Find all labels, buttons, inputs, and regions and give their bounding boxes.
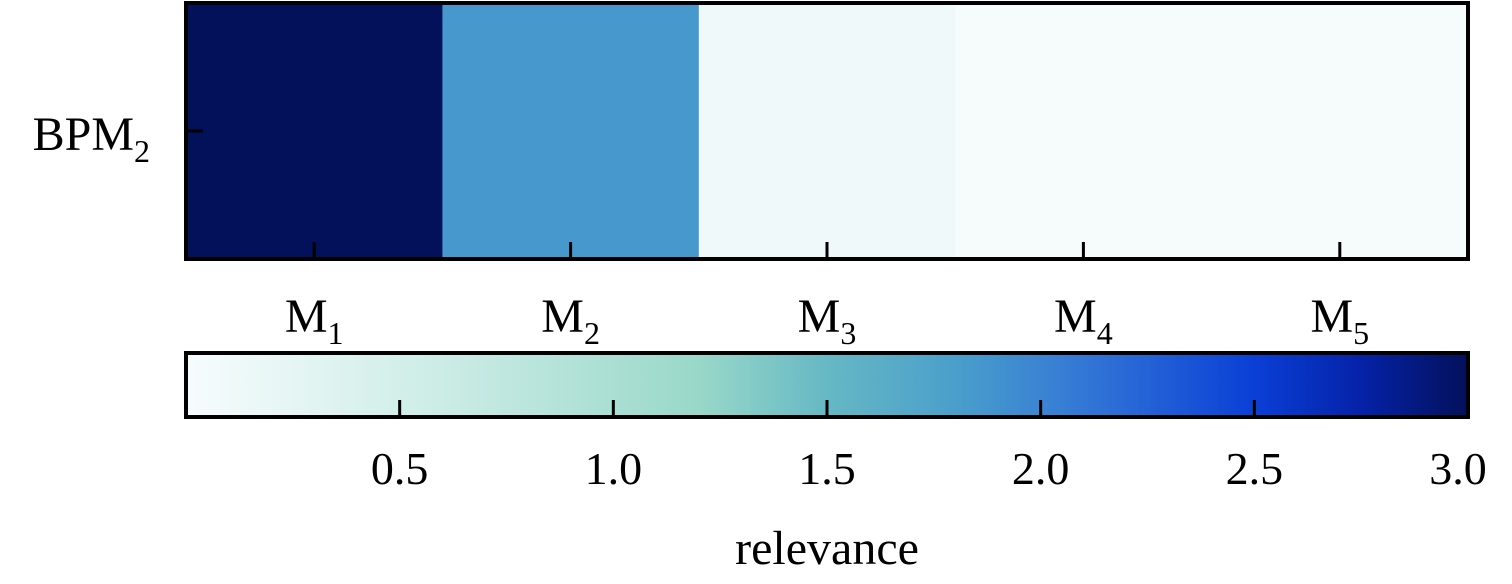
- column-label-1-text: M: [541, 290, 584, 343]
- column-labels: M1 M2 M3 M4 M5: [285, 290, 1369, 351]
- heatmap-ticks: [186, 129, 1342, 259]
- column-label-3-text: M: [1054, 290, 1097, 343]
- colorbar-tick-label-2: 1.5: [798, 443, 856, 494]
- column-label-2-text: M: [798, 290, 841, 343]
- colorbar-label: relevance: [735, 522, 919, 575]
- row-label-0-text: BPM: [33, 108, 134, 161]
- colorbar-tick-label-5: 3.0: [1429, 443, 1487, 494]
- row-label-0-sub: 2: [134, 133, 150, 169]
- colorbar-ticks: 0.5 1.0 1.5 2.0 2.5 3.0: [371, 400, 1487, 494]
- row-label-0: BPM2: [33, 108, 150, 169]
- column-label-4-text: M: [1310, 290, 1353, 343]
- heatmap-cell-0-1: [442, 3, 700, 259]
- heatmap-cell-0-4: [1211, 3, 1469, 259]
- colorbar-tick-label-3: 2.0: [1012, 443, 1070, 494]
- column-label-1-sub: 2: [584, 315, 600, 351]
- heatmap-cell-0-3: [955, 3, 1213, 259]
- column-label-4-sub: 5: [1353, 315, 1369, 351]
- column-label-3: M4: [1054, 290, 1113, 351]
- column-label-2: M3: [798, 290, 857, 351]
- column-label-0-text: M: [285, 290, 328, 343]
- column-label-2-sub: 3: [840, 315, 856, 351]
- column-label-0: M1: [285, 290, 344, 351]
- heatmap-cell-0-0: [186, 3, 443, 259]
- colorbar-tick-label-4: 2.5: [1226, 443, 1284, 494]
- colorbar-tick-label-1: 1.0: [585, 443, 643, 494]
- column-label-4: M5: [1310, 290, 1369, 351]
- heatmap-cell-0-2: [698, 3, 956, 259]
- column-label-0-sub: 1: [328, 315, 344, 351]
- heatmap-cells: [186, 3, 1469, 259]
- colorbar-tick-label-0: 0.5: [371, 443, 429, 494]
- column-label-1: M2: [541, 290, 600, 351]
- column-label-3-sub: 4: [1097, 315, 1113, 351]
